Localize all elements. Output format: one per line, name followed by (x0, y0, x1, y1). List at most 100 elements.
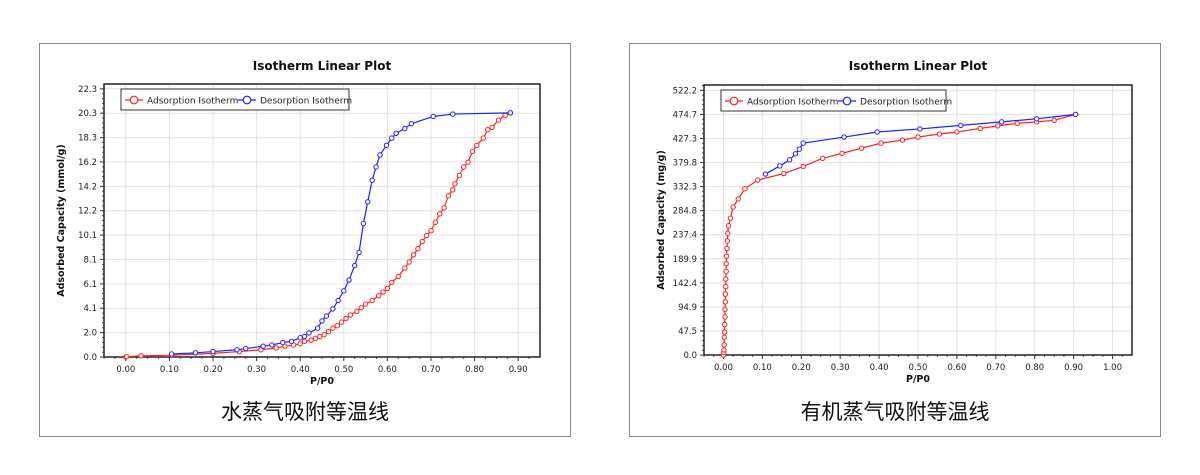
data-point (402, 125, 408, 132)
data-point (721, 329, 728, 335)
data-point (450, 187, 456, 193)
data-point (721, 334, 727, 340)
y-tick-label: 10.1 (78, 231, 97, 241)
legend-marker (842, 96, 852, 106)
legend-box (120, 88, 350, 111)
data-point (800, 163, 806, 170)
data-point (325, 329, 332, 335)
data-point (730, 204, 736, 210)
organic-vapor-isotherm-chart: Isotherm Linear Plot 0.00 0.10 0.20 0.30 0.40… (656, 59, 1133, 385)
data-point (280, 339, 286, 346)
y-tick-label: 14.2 (78, 182, 97, 192)
data-point (1072, 111, 1079, 118)
x-tick-label: 0.70 (986, 363, 1005, 373)
data-point (375, 292, 382, 299)
y-tick-label: 6.1 (83, 280, 97, 290)
data-point (721, 342, 727, 348)
y-tick-label: 2.0 (83, 329, 97, 339)
data-point (800, 140, 806, 146)
data-point (288, 338, 295, 345)
data-point (312, 335, 319, 342)
data-point (722, 299, 729, 305)
y-tick-label: 237.4 (673, 231, 697, 241)
water-vapor-isotherm-chart: Isotherm Linear Plot 0.00 0.10 0.20 0.30 0.40… (56, 59, 541, 387)
data-point (389, 279, 395, 286)
data-point (243, 345, 249, 352)
data-point (354, 308, 360, 314)
legend-box (720, 89, 947, 112)
data-point (306, 330, 312, 336)
data-point (915, 134, 921, 140)
data-point (954, 129, 960, 135)
data-point (781, 170, 787, 177)
data-point (995, 123, 1001, 129)
data-point (484, 127, 491, 133)
data-point (347, 312, 354, 318)
y-tick-label: 427.3 (673, 134, 697, 144)
data-point (480, 135, 487, 141)
data-point (495, 117, 502, 123)
x-tick-label: 0.10 (160, 365, 179, 375)
data-point (323, 313, 330, 319)
data-point (234, 347, 240, 353)
plot-border (103, 83, 541, 358)
chart-caption: 有机蒸气吸附等温线 (800, 400, 990, 424)
data-point (273, 345, 279, 351)
data-point (841, 134, 847, 140)
data-point (724, 238, 731, 244)
y-tick-label: 47.5 (678, 327, 697, 337)
data-point (469, 148, 476, 155)
data-point (123, 354, 130, 360)
data-point (301, 338, 308, 345)
data-point (335, 297, 341, 304)
data-point (1051, 117, 1057, 124)
data-point (723, 261, 729, 267)
data-point (395, 273, 401, 280)
data-point (330, 306, 336, 312)
y-tick-label: 0.0 (683, 351, 697, 361)
data-point (461, 164, 467, 170)
data-point (958, 122, 964, 129)
chart-title: Isotherm Linear Plot (849, 59, 988, 73)
y-tick-label: 8.1 (83, 255, 97, 265)
x-tick-label: 0.40 (870, 363, 889, 373)
y-axis-label: Adsorbed Capacity (mmol/g) (56, 144, 67, 296)
data-point (365, 199, 371, 205)
data-point (489, 124, 495, 130)
x-axis-label: P/P0 (906, 374, 930, 385)
data-point (297, 341, 303, 347)
data-point (878, 140, 884, 146)
x-tick-label: 1.00 (1103, 363, 1122, 373)
data-point (723, 276, 729, 282)
data-point (735, 196, 741, 202)
data-point (377, 152, 383, 158)
data-point (369, 177, 375, 183)
y-tick-label: 0.0 (83, 353, 97, 363)
data-point (441, 205, 447, 211)
legend-marker (729, 96, 739, 106)
x-tick-label: 0.00 (116, 365, 135, 375)
data-point (402, 265, 408, 271)
y-tick-label: 379.8 (673, 159, 697, 169)
data-point (722, 306, 728, 313)
data-point (722, 314, 728, 320)
y-tick-label: 474.7 (673, 110, 697, 120)
data-point (502, 112, 508, 118)
data-point (384, 285, 391, 292)
data-point (1014, 120, 1020, 127)
data-point (380, 289, 386, 295)
data-point (319, 318, 325, 324)
data-point (723, 268, 729, 275)
y-tick-label: 142.4 (673, 279, 697, 289)
data-point (723, 283, 729, 290)
data-point (777, 163, 783, 169)
data-point (465, 159, 471, 165)
data-point (727, 215, 734, 221)
data-point (432, 219, 439, 226)
data-point (977, 125, 983, 132)
y-tick-label: 12.2 (78, 207, 97, 217)
data-point (507, 110, 514, 116)
water-vapor-isotherm-panel: Isotherm Linear Plot 0.00 0.10 0.20 0.30 0.40… (39, 43, 571, 437)
data-point (393, 130, 399, 137)
data-point (352, 262, 358, 269)
